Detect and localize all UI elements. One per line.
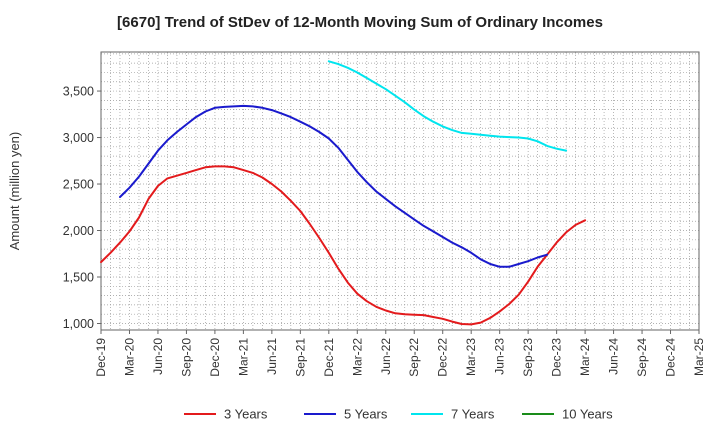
y-tick-label: 2,000 bbox=[63, 224, 94, 238]
x-tick-label: Dec-24 bbox=[664, 338, 678, 377]
grid-lines bbox=[100, 52, 700, 330]
legend-label: 5 Years bbox=[344, 407, 388, 422]
x-tick-label: Jun-20 bbox=[151, 338, 165, 375]
x-tick-label: Sep-22 bbox=[407, 338, 421, 377]
x-tick-label: Dec-23 bbox=[550, 338, 564, 377]
x-tick-label: Mar-22 bbox=[350, 338, 364, 376]
y-tick-label: 1,000 bbox=[63, 317, 94, 331]
x-tick-label: Sep-24 bbox=[635, 338, 649, 377]
series-line-5-years bbox=[119, 104, 549, 268]
series-lines bbox=[100, 60, 587, 326]
legend-label: 7 Years bbox=[451, 407, 495, 422]
y-tick-label: 1,500 bbox=[63, 271, 94, 285]
x-tick-label: Dec-21 bbox=[322, 338, 336, 377]
x-tick-label: Sep-20 bbox=[179, 338, 193, 377]
x-tick-label: Jun-22 bbox=[379, 338, 393, 375]
series-line-7-years bbox=[327, 60, 568, 152]
x-tick-label: Jun-21 bbox=[265, 338, 279, 375]
legend-label: 3 Years bbox=[224, 407, 268, 422]
y-tick-label: 2,500 bbox=[63, 178, 94, 192]
x-tick-label: Mar-23 bbox=[464, 338, 478, 376]
y-axis-ticks: 1,000 1,500 2,000 2,500 3,000 3,500 bbox=[63, 85, 101, 331]
x-tick-label: Dec-22 bbox=[436, 338, 450, 377]
x-tick-label: Mar-24 bbox=[578, 338, 592, 376]
x-tick-label: Jun-23 bbox=[493, 338, 507, 375]
x-tick-label: Sep-23 bbox=[521, 338, 535, 377]
x-tick-label: Mar-21 bbox=[236, 338, 250, 376]
x-tick-label: Jun-24 bbox=[607, 338, 621, 375]
series-line-3-years bbox=[100, 165, 587, 326]
x-tick-label: Dec-19 bbox=[94, 338, 108, 377]
x-tick-label: Dec-20 bbox=[208, 338, 222, 377]
y-tick-label: 3,500 bbox=[63, 85, 94, 99]
legend: 3 Years 5 Years 7 Years 10 Years bbox=[184, 407, 613, 422]
y-axis-label: Amount (million yen) bbox=[7, 132, 22, 251]
chart-title: [6670] Trend of StDev of 12-Month Moving… bbox=[117, 14, 603, 31]
y-tick-label: 3,000 bbox=[63, 131, 94, 145]
legend-label: 10 Years bbox=[562, 407, 613, 422]
x-axis-ticks: Dec-19 Mar-20 Jun-20 Sep-20 Dec-20 Mar-21 Jun-… bbox=[94, 330, 706, 377]
x-tick-label: Mar-25 bbox=[692, 338, 706, 376]
x-tick-label: Mar-20 bbox=[122, 338, 136, 376]
x-tick-label: Sep-21 bbox=[293, 338, 307, 377]
plot-frame bbox=[100, 51, 700, 331]
